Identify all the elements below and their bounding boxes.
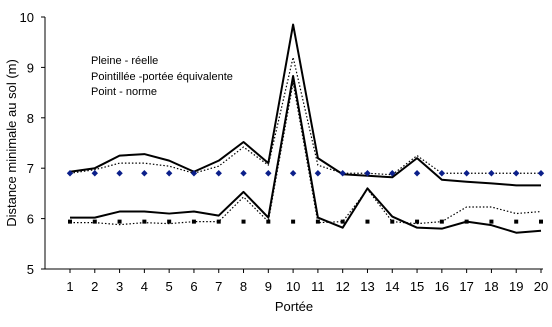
y-tick-label: 9 xyxy=(27,60,34,75)
norm-diamond-marker xyxy=(215,170,222,177)
y-tick-label: 8 xyxy=(27,111,34,126)
x-tick-label: 3 xyxy=(116,279,123,294)
norm-square-marker xyxy=(266,219,271,224)
x-tick-label: 16 xyxy=(435,279,449,294)
x-tick-label: 20 xyxy=(534,279,548,294)
norm-diamond-marker xyxy=(463,170,470,177)
norm-diamond-marker xyxy=(91,170,98,177)
series-line-dotted xyxy=(70,81,542,226)
x-tick-label: 1 xyxy=(66,279,73,294)
x-tick-label: 5 xyxy=(166,279,173,294)
x-axis-label: Portée xyxy=(275,299,313,314)
x-tick-label: 4 xyxy=(141,279,148,294)
norm-square-marker xyxy=(464,219,469,224)
norm-square-marker xyxy=(291,219,296,224)
norm-diamond-marker xyxy=(141,170,148,177)
y-tick-label: 10 xyxy=(20,10,34,25)
norm-square-marker xyxy=(191,219,196,224)
legend-annotation: Pleine - réelle Pointillée -portée équiv… xyxy=(91,55,233,98)
norm-diamond-marker xyxy=(537,170,545,177)
norm-square-marker xyxy=(340,219,345,224)
norm-diamond-marker xyxy=(265,170,272,177)
norm-diamond-marker xyxy=(190,170,198,177)
x-tick-label: 18 xyxy=(484,279,498,294)
y-tick-label: 5 xyxy=(27,262,34,277)
norm-diamond-marker xyxy=(289,170,297,177)
norm-square-marker xyxy=(315,219,320,224)
norm-square-marker xyxy=(365,219,370,224)
norm-square-marker xyxy=(167,219,172,224)
norm-diamond-marker xyxy=(66,170,74,177)
x-tick-label: 14 xyxy=(385,279,399,294)
norm-diamond-marker xyxy=(240,170,247,177)
norm-square-marker xyxy=(489,219,494,224)
x-tick-label: 10 xyxy=(286,279,300,294)
x-tick-label: 9 xyxy=(265,279,272,294)
series-layer xyxy=(69,23,542,234)
norm-diamond-marker xyxy=(413,170,421,177)
tick-marks xyxy=(41,16,542,273)
norm-diamond-marker xyxy=(389,170,396,177)
x-tick-label: 11 xyxy=(311,279,325,294)
norm-square-marker xyxy=(539,219,543,224)
x-tick-label: 12 xyxy=(335,279,349,294)
norm-square-marker xyxy=(241,219,246,224)
series-line-solid xyxy=(70,74,542,234)
norm-diamond-marker xyxy=(438,170,446,177)
y-tick-label: 6 xyxy=(27,212,34,227)
legend-line-3: Point - norme xyxy=(91,86,157,98)
norm-diamond-marker xyxy=(513,170,520,177)
norm-diamond-marker xyxy=(488,170,495,177)
norm-diamond-marker xyxy=(314,170,322,177)
x-tick-label: 7 xyxy=(215,279,222,294)
x-tick-label: 8 xyxy=(240,279,247,294)
axes xyxy=(44,17,543,270)
norm-square-marker xyxy=(390,219,395,224)
norm-square-marker xyxy=(68,219,72,224)
norm-square-marker xyxy=(439,219,444,224)
norm-square-marker xyxy=(514,219,519,224)
norm-square-marker xyxy=(415,219,420,224)
x-tick-label: 13 xyxy=(360,279,374,294)
norm-square-marker xyxy=(142,219,147,224)
norm-diamond-marker xyxy=(165,170,173,177)
norm-diamond-marker xyxy=(364,170,371,177)
legend-line-1: Pleine - réelle xyxy=(91,55,158,67)
x-tick-label: 15 xyxy=(410,279,424,294)
y-axis-label: Distance minimale au sol (m) xyxy=(4,59,19,227)
x-tick-label: 2 xyxy=(91,279,98,294)
norm-square-marker xyxy=(92,219,97,224)
norm-square-marker xyxy=(117,219,122,224)
norm-diamond-marker xyxy=(116,170,123,177)
x-tick-label: 19 xyxy=(509,279,523,294)
series-line-solid xyxy=(69,23,541,187)
x-tick-label: 17 xyxy=(459,279,473,294)
norm-square-marker xyxy=(216,219,221,224)
x-tick-label: 6 xyxy=(190,279,197,294)
legend-line-2: Pointillée -portée équivalente xyxy=(91,71,233,83)
markers-layer xyxy=(66,170,545,224)
norm-diamond-marker xyxy=(339,170,346,177)
y-tick-label: 7 xyxy=(27,161,34,176)
